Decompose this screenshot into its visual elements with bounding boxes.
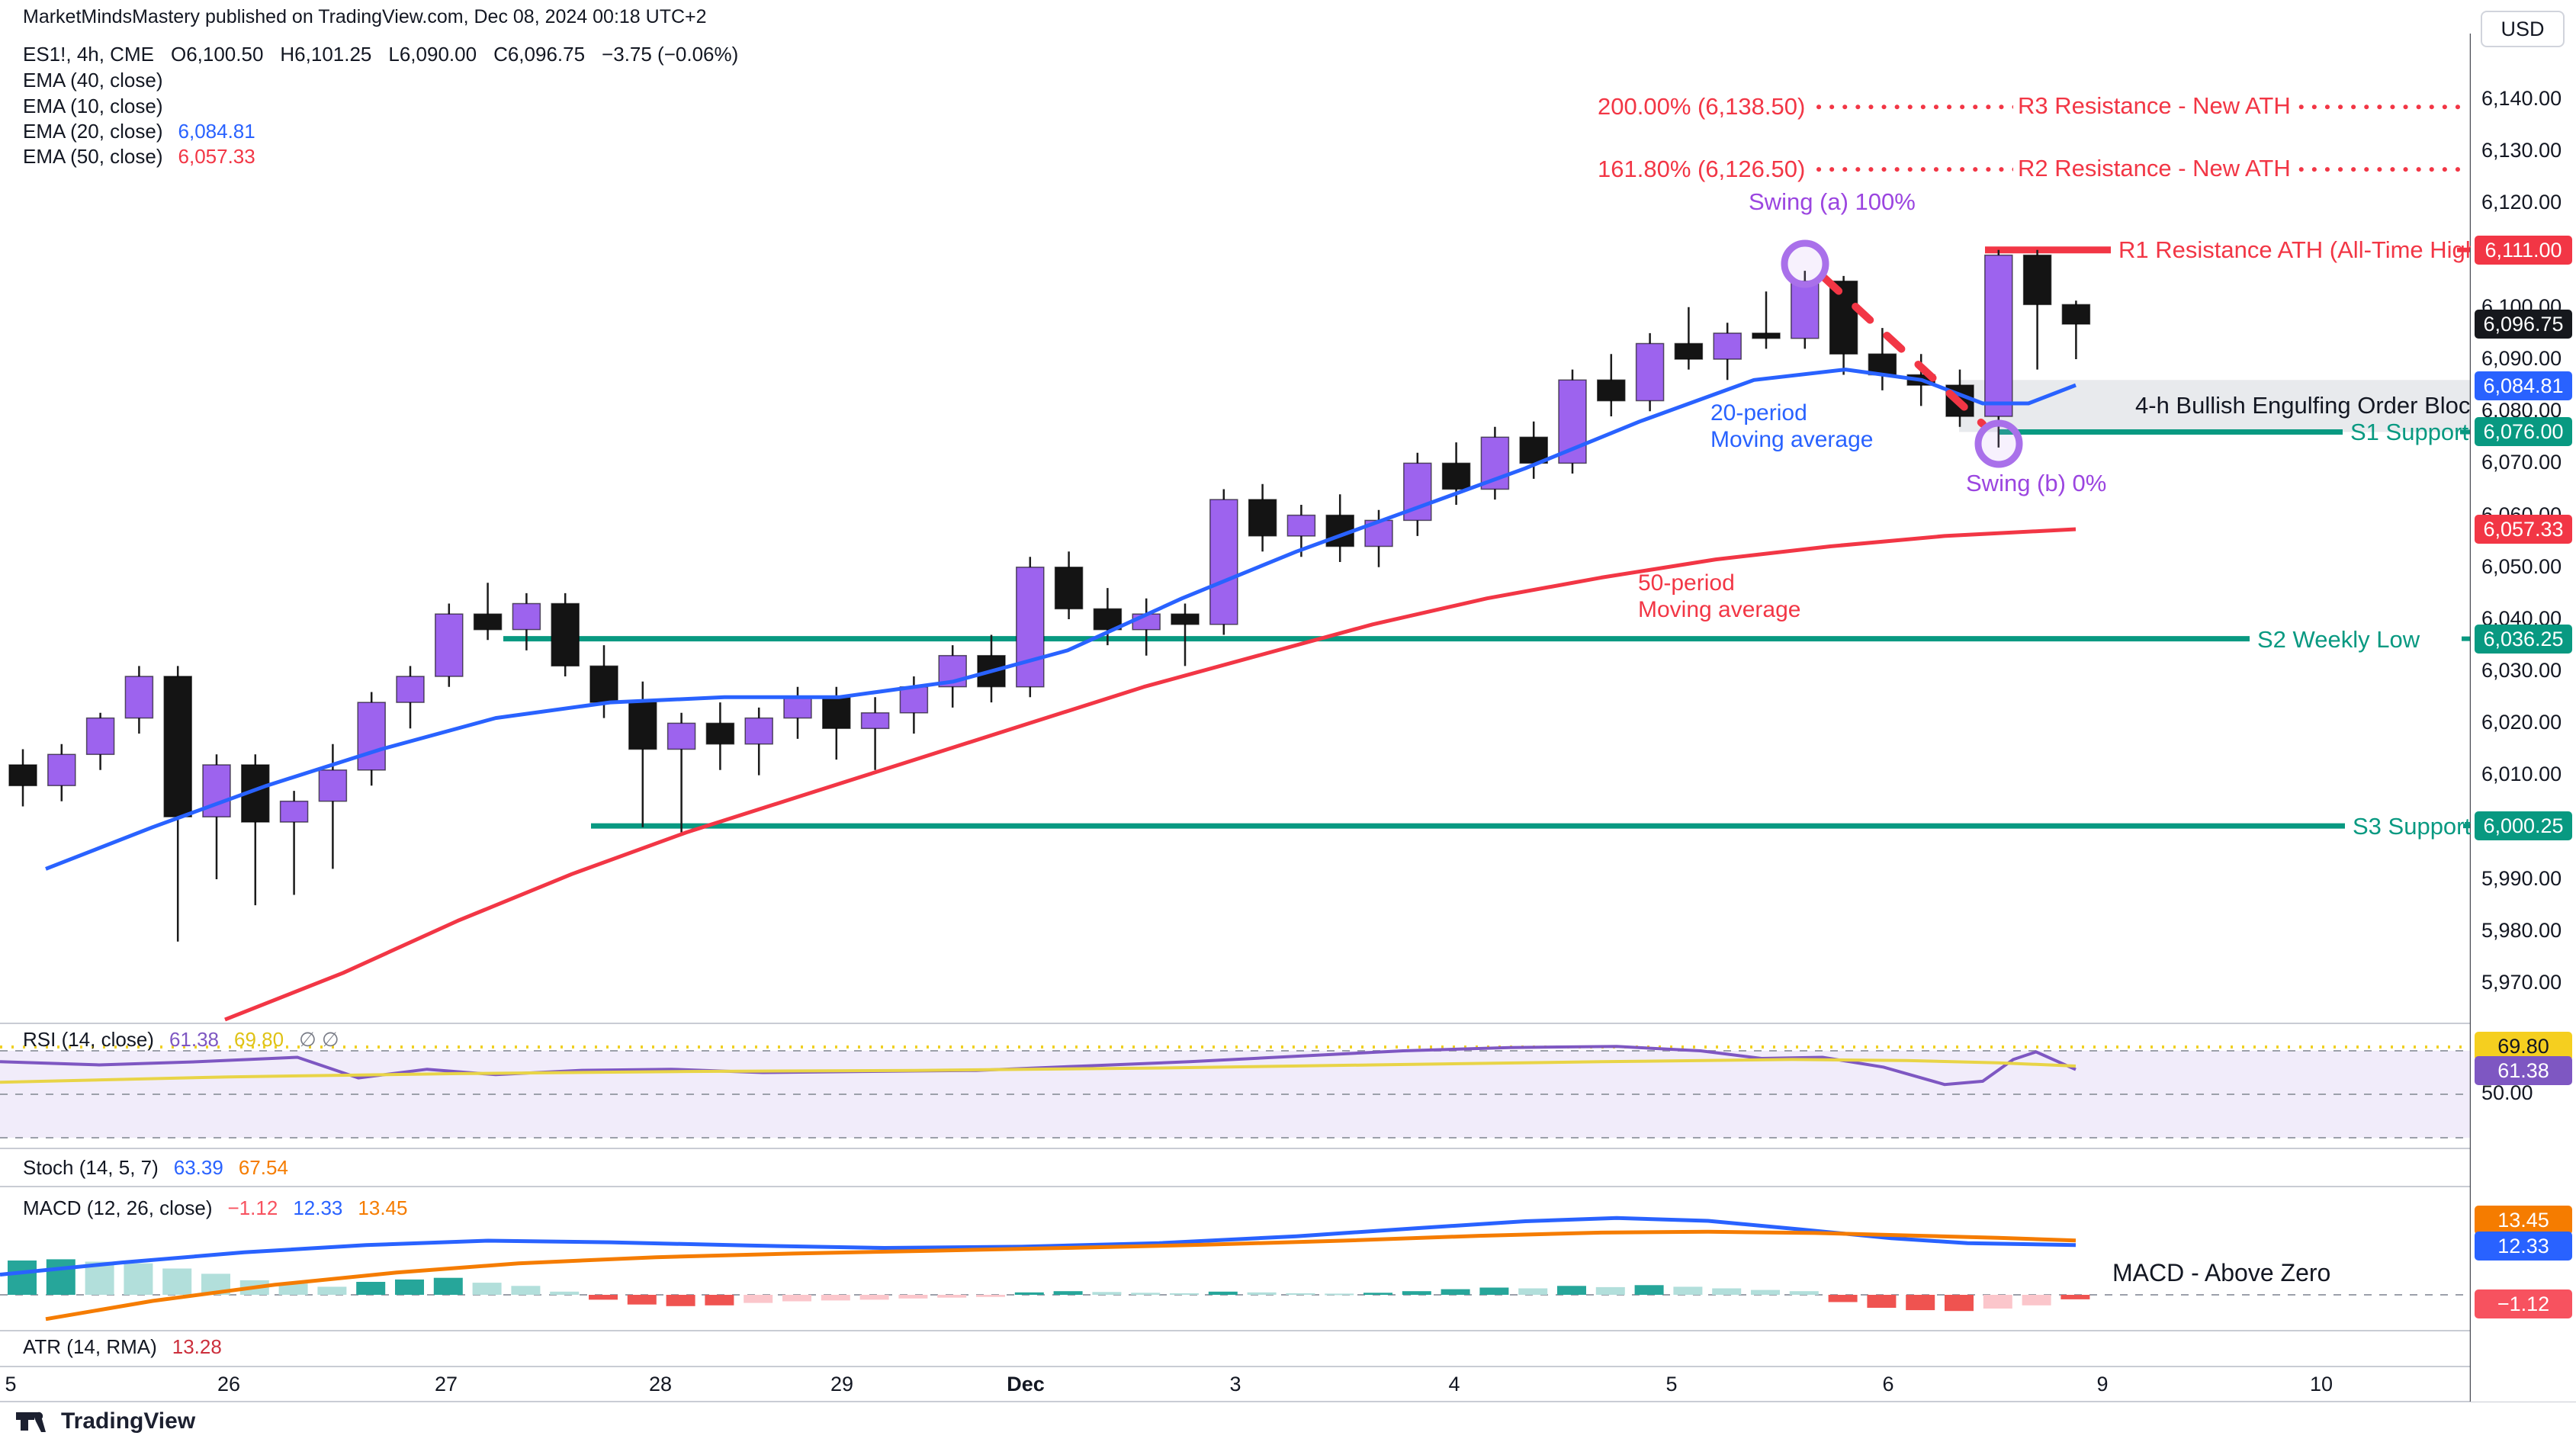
currency-button[interactable]: USD: [2481, 11, 2565, 47]
ohlc-open: O6,100.50: [170, 43, 264, 66]
price-tick-label: 6,090.00: [2481, 347, 2562, 370]
price-tick-label: 6,010.00: [2481, 763, 2562, 785]
legend-ema20[interactable]: EMA (20, close) 6,084.81: [23, 120, 255, 143]
legend-ema20-value: 6,084.81: [178, 120, 255, 143]
tradingview-logo-icon: [16, 1411, 46, 1432]
atr-value: 13.28: [172, 1335, 222, 1358]
rsi-label: RSI (14, close): [23, 1028, 154, 1051]
legend-ema40[interactable]: EMA (40, close): [23, 69, 163, 92]
atr-label: ATR (14, RMA): [23, 1335, 157, 1358]
price-tick-label: 50.00: [2481, 1081, 2533, 1104]
price-badge: 61.38: [2475, 1056, 2572, 1085]
price-badge: 6,057.33: [2475, 515, 2572, 544]
s1-support-label: S1 Support: [2350, 419, 2469, 445]
ohlc-low: L6,090.00: [388, 43, 477, 66]
time-tick-label: 4: [1448, 1373, 1460, 1395]
price-tick-label: 5,970.00: [2481, 971, 2562, 994]
rsi-empty-inputs: ∅ ∅: [299, 1028, 339, 1051]
macd-signal-value: 13.45: [358, 1196, 408, 1219]
time-tick-label: 3: [1229, 1373, 1241, 1395]
price-badge: 13.45: [2475, 1206, 2572, 1235]
time-tick-label: 9: [2096, 1373, 2109, 1395]
price-badge: 6,076.00: [2475, 417, 2572, 446]
price-tick-label: 5,990.00: [2481, 867, 2562, 890]
tradingview-logo[interactable]: TradingView: [15, 1408, 195, 1435]
stoch-d-value: 67.54: [238, 1156, 288, 1179]
time-tick-label: 5: [5, 1373, 17, 1395]
ma50-note: 50-period Moving average: [1638, 570, 1801, 622]
price-tick-label: 5,980.00: [2481, 919, 2562, 942]
time-tick-label: 10: [2309, 1373, 2333, 1395]
order-block-label: 4-h Bullish Engulfing Order Block: [2135, 392, 2482, 419]
legend-ema50[interactable]: EMA (50, close) 6,057.33: [23, 145, 255, 169]
price-badge: 6,111.00: [2475, 236, 2572, 265]
price-tick-label: 6,030.00: [2481, 659, 2562, 682]
ohlc-close: C6,096.75: [493, 43, 586, 66]
legend-ema50-value: 6,057.33: [178, 145, 255, 168]
tradingview-logo-text: TradingView: [61, 1408, 196, 1434]
price-tick-label: 6,050.00: [2481, 555, 2562, 578]
fib-161-label: 161.80% (6,126.50): [1598, 156, 1806, 182]
price-badge: 6,096.75: [2475, 310, 2572, 339]
time-axis[interactable]: 5 26 27 28 29 Dec 3 4 5 6 9 10: [0, 1367, 2471, 1402]
legend-ema20-label: EMA (20, close): [23, 120, 163, 143]
price-tick-label: 6,140.00: [2481, 87, 2562, 110]
price-tick-label: 6,120.00: [2481, 191, 2562, 214]
time-tick-label: 27: [434, 1373, 458, 1395]
fib-200-label: 200.00% (6,138.50): [1598, 93, 1806, 120]
price-badge: 6,000.25: [2475, 811, 2572, 840]
legend-ema50-label: EMA (50, close): [23, 145, 163, 168]
price-tick-label: 6,070.00: [2481, 451, 2562, 474]
stoch-legend-row[interactable]: Stoch (14, 5, 7) 63.39 67.54: [23, 1156, 304, 1180]
time-tick-label: 26: [217, 1373, 241, 1395]
price-axis[interactable]: USD 6,140.00 6,130.00 6,120.00 6,100.00 6,09…: [2471, 0, 2576, 1402]
legend-ema10[interactable]: EMA (10, close): [23, 95, 163, 117]
macd-label: MACD (12, 26, close): [23, 1196, 213, 1219]
time-tick-label: 28: [648, 1373, 673, 1395]
price-badge: 12.33: [2475, 1232, 2572, 1261]
stoch-k-value: 63.39: [173, 1156, 223, 1179]
price-badge: −1.12: [2475, 1289, 2572, 1318]
s3-support-label: S3 Support: [2353, 813, 2472, 840]
price-badge: 69.80: [2475, 1032, 2572, 1061]
price-tick-label: 6,020.00: [2481, 711, 2562, 734]
r3-resistance-label: R3 Resistance - New ATH: [2013, 92, 2291, 120]
rsi-legend-row[interactable]: RSI (14, close) 61.38 69.80 ∅ ∅: [23, 1028, 355, 1052]
rsi-threshold-value: 69.80: [234, 1028, 284, 1051]
price-badge: 6,084.81: [2475, 371, 2572, 400]
swing-b-label: Swing (b) 0%: [1966, 470, 2107, 496]
ohlc-change: −3.75 (−0.06%): [602, 43, 739, 66]
ma20-note: 20-period Moving average: [1710, 400, 1874, 452]
swing-a-label: Swing (a) 100%: [1749, 188, 1916, 215]
s2-weekly-low-label: S2 Weekly Low: [2257, 626, 2420, 653]
stoch-label: Stoch (14, 5, 7): [23, 1156, 159, 1179]
ohlc-high: H6,101.25: [280, 43, 372, 66]
macd-hist-value: −1.12: [227, 1196, 278, 1219]
publish-attribution: MarketMindsMastery published on TradingV…: [23, 6, 707, 27]
time-tick-label: Dec: [1007, 1373, 1045, 1395]
symbol-legend-row[interactable]: ES1!, 4h, CME O6,100.50 H6,101.25 L6,090.00…: [23, 43, 755, 66]
price-tick-label: 6,130.00: [2481, 139, 2562, 162]
time-tick-label: 5: [1665, 1373, 1678, 1395]
r2-resistance-label: R2 Resistance - New ATH: [2013, 155, 2291, 182]
r1-resistance-label: R1 Resistance ATH (All-Time High): [2118, 236, 2487, 263]
macd-legend-row[interactable]: MACD (12, 26, close) −1.12 12.33 13.45: [23, 1196, 422, 1220]
time-tick-label: 29: [830, 1373, 854, 1395]
symbol-title: ES1!, 4h, CME: [23, 43, 154, 66]
macd-line-value: 12.33: [293, 1196, 343, 1219]
atr-legend-row[interactable]: ATR (14, RMA) 13.28: [23, 1335, 237, 1359]
price-badge: 6,036.25: [2475, 625, 2572, 654]
macd-note: MACD - Above Zero: [2112, 1259, 2331, 1286]
rsi-value: 61.38: [169, 1028, 220, 1051]
time-tick-label: 6: [1882, 1373, 1894, 1395]
